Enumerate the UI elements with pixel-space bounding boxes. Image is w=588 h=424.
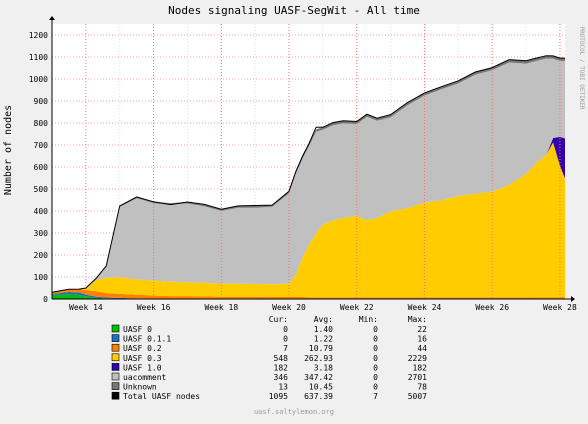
legend-stat-min: 0 [373, 373, 378, 382]
y-tick-label: 400 [34, 207, 49, 216]
legend-label: uacomment [123, 373, 167, 382]
legend-stat-max: 22 [417, 325, 427, 334]
y-tick-label: 800 [34, 119, 49, 128]
x-tick-label: Week 16 [137, 303, 171, 312]
legend-swatch [111, 391, 120, 400]
legend-label: Total UASF nodes [123, 392, 200, 401]
legend-stat-avg: 637.39 [304, 392, 333, 401]
legend-stat-avg: 1.22 [314, 335, 333, 344]
stats-header: Max: [408, 315, 427, 324]
y-axis-label: Number of nodes [3, 105, 14, 195]
legend-swatch [111, 363, 120, 371]
legend-stat-max: 44 [417, 344, 427, 353]
legend-swatch [111, 353, 120, 362]
legend-stat-max: 2229 [408, 354, 427, 363]
legend-stat-min: 0 [373, 354, 378, 363]
y-tick-label: 700 [34, 141, 49, 150]
y-tick-label: 300 [34, 229, 49, 238]
line-total [51, 55, 565, 293]
y-tick-label: 1200 [29, 31, 48, 40]
legend-stat-cur: 0 [283, 335, 288, 344]
legend-stat-min: 7 [373, 392, 378, 401]
x-tick-label: Week 24 [408, 303, 442, 312]
x-tick-label: Week 18 [204, 303, 238, 312]
y-axis-arrow [49, 16, 55, 20]
legend-stat-max: 16 [417, 335, 427, 344]
legend-swatch [111, 324, 120, 333]
legend-stat-max: 78 [417, 383, 427, 392]
legend-stat-cur: 1095 [269, 392, 288, 401]
legend-stat-cur: 7 [283, 344, 288, 353]
y-tick-label: 600 [34, 163, 49, 172]
legend-stat-cur: 548 [274, 354, 289, 363]
x-tick-label: Week 22 [340, 303, 374, 312]
x-tick-label: Week 14 [69, 303, 103, 312]
y-tick-label: 0 [43, 295, 48, 304]
legend-stat-max: 2701 [408, 373, 427, 382]
legend-stat-max: 5007 [408, 392, 427, 401]
x-tick-label: Week 28 [543, 303, 577, 312]
legend-stat-cur: 346 [274, 373, 289, 382]
stats-header: Cur: [269, 315, 288, 324]
y-tick-label: 500 [34, 185, 49, 194]
y-tick-label: 200 [34, 251, 49, 260]
x-axis-arrow [571, 296, 575, 302]
y-tick-label: 1100 [29, 53, 48, 62]
legend-stat-min: 0 [373, 363, 378, 372]
legend-stat-min: 0 [373, 335, 378, 344]
legend-stat-avg: 1.40 [314, 325, 333, 334]
x-tick-label: Week 20 [272, 303, 306, 312]
y-tick-label: 1000 [29, 75, 48, 84]
stats-header: Min: [359, 315, 378, 324]
legend-stat-min: 0 [373, 325, 378, 334]
area-uacomment [52, 58, 565, 293]
legend-stat-max: 182 [413, 363, 428, 372]
legend-label: UASF 0.3 [123, 354, 162, 363]
plot-area: 0 100 200 300 400 500 600 700 800 900 1000 1100 1200… [29, 16, 577, 312]
legend-stat-avg: 10.45 [309, 383, 333, 392]
legend-stat-min: 0 [373, 383, 378, 392]
legend-swatch [111, 334, 120, 342]
legend-stat-min: 0 [373, 344, 378, 353]
legend-label: UASF 0.1.1 [123, 335, 171, 344]
chart-title: Nodes signaling UASF-SegWit - All time [168, 4, 420, 17]
legend-swatch [111, 382, 120, 390]
legend-label: UASF 0.2 [123, 344, 162, 353]
legend-label: Unknown [123, 383, 157, 392]
legend-stat-avg: 262.93 [304, 354, 333, 363]
y-tick-label: 900 [34, 97, 49, 106]
legend-label: UASF 0 [123, 325, 152, 334]
x-tick-label: Week 26 [475, 303, 509, 312]
legend-stat-cur: 0 [283, 325, 288, 334]
footer-credit: uasf.saltylemon.org [254, 408, 334, 416]
rrdtool-credit: PROTOCOL / TOBI OETIKER [578, 26, 585, 109]
area-uasf02 [52, 289, 565, 299]
area-uasf03 [52, 142, 565, 298]
legend-swatch [111, 343, 120, 352]
legend-stat-cur: 182 [274, 363, 289, 372]
legend-stat-avg: 3.18 [314, 363, 333, 372]
stats-header: Avg: [314, 315, 333, 324]
legend-stat-avg: 10.79 [309, 344, 333, 353]
y-tick-label: 100 [34, 273, 49, 282]
legend-stat-cur: 13 [278, 383, 288, 392]
legend-stat-avg: 347.42 [304, 373, 333, 382]
legend-swatch [111, 372, 120, 381]
legend: Cur: Avg: Min: Max: UASF 0 0 1.40 0 22 UASF 0.1.1… [111, 315, 428, 401]
legend-label: UASF 1.0 [123, 363, 162, 372]
